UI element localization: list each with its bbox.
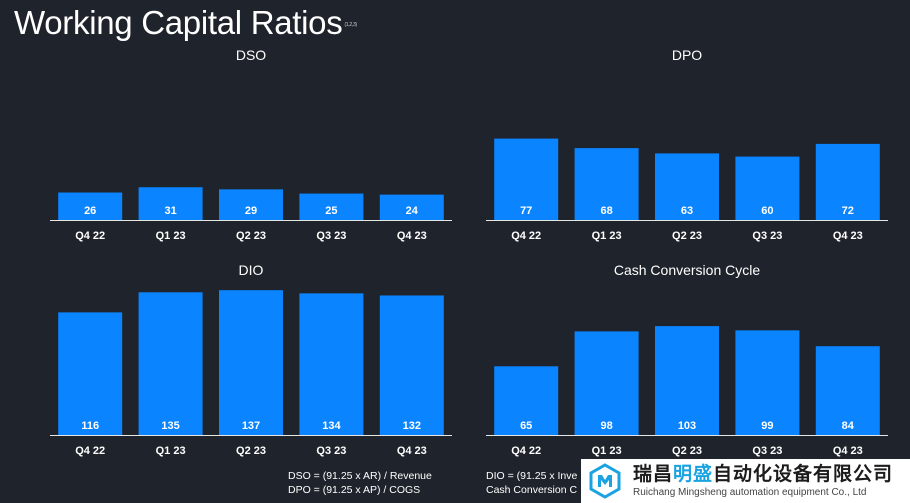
bar <box>138 187 203 220</box>
x-tick-label: Q4 22 <box>511 445 541 457</box>
x-tick-label: Q3 23 <box>316 230 346 242</box>
data-label: 68 <box>600 205 612 217</box>
data-label: 99 <box>761 420 773 432</box>
chart-svg: DSO 26 Q4 22 31 Q1 23 29 Q2 23 25 Q3 23 24 Q4 23 <box>50 47 452 242</box>
chart-title: Cash Conversion Cycle <box>614 262 760 278</box>
chart-title: DSO <box>236 47 266 63</box>
x-tick-label: Q1 23 <box>592 230 622 242</box>
data-label: 135 <box>161 420 179 432</box>
data-label: 63 <box>681 205 693 217</box>
data-label: 25 <box>325 205 337 217</box>
data-label: 84 <box>842 420 855 432</box>
data-label: 24 <box>406 205 419 217</box>
x-tick-label: Q1 23 <box>592 445 622 457</box>
x-tick-label: Q4 22 <box>75 445 105 457</box>
watermark-company-name: 瑞昌明盛自动化设备有限公司 <box>633 463 894 485</box>
data-label: 98 <box>600 420 612 432</box>
x-tick-label: Q4 23 <box>833 230 863 242</box>
x-tick-label: Q4 22 <box>75 230 105 242</box>
data-label: 77 <box>520 205 532 217</box>
bar <box>299 293 364 435</box>
x-tick-label: Q2 23 <box>236 445 266 457</box>
data-label: 103 <box>678 420 696 432</box>
x-tick-label: Q4 23 <box>397 230 427 242</box>
cash-conversion-cycle-chart: Cash Conversion Cycle 65 Q4 22 98 Q1 23 103 Q2… <box>478 257 910 457</box>
data-label: 60 <box>761 205 773 217</box>
bar <box>815 143 880 220</box>
data-label: 72 <box>842 205 854 217</box>
bar <box>494 366 559 435</box>
bar <box>574 331 639 435</box>
bar <box>494 138 559 220</box>
footnote-left: DSO = (91.25 x AR) / Revenue DPO = (91.2… <box>288 469 432 497</box>
footnote-dpo-formula: DPO = (91.25 x AP) / COGS <box>288 484 421 496</box>
data-label: 134 <box>322 420 341 432</box>
chart-svg: DPO 77 Q4 22 68 Q1 23 63 Q2 23 60 Q3 23 72 Q4 23 <box>486 47 888 242</box>
x-tick-label: Q3 23 <box>752 230 782 242</box>
bar <box>655 153 719 220</box>
bar <box>58 312 123 435</box>
dso-chart: DSO 26 Q4 22 31 Q1 23 29 Q2 23 25 Q3 23 24 Q4 23 <box>42 42 482 242</box>
bar <box>219 189 283 220</box>
chart-svg: Cash Conversion Cycle 65 Q4 22 98 Q1 23 103 Q2… <box>486 262 888 457</box>
bar <box>655 326 719 435</box>
x-tick-label: Q3 23 <box>316 445 346 457</box>
data-label: 65 <box>520 420 532 432</box>
x-tick-label: Q2 23 <box>672 445 702 457</box>
footnote-dio-formula: DIO = (91.25 x Inve <box>486 470 578 482</box>
bar <box>379 194 444 220</box>
x-tick-label: Q3 23 <box>752 445 782 457</box>
data-label: 29 <box>245 205 257 217</box>
chart-title: DIO <box>239 262 264 278</box>
data-label: 26 <box>84 205 96 217</box>
dpo-chart: DPO 77 Q4 22 68 Q1 23 63 Q2 23 60 Q3 23 72 Q4 23 <box>478 42 910 242</box>
x-tick-label: Q2 23 <box>672 230 702 242</box>
bar <box>735 330 800 435</box>
footnote-ccc-formula: Cash Conversion C <box>486 484 578 496</box>
data-label: 132 <box>403 420 421 432</box>
bar <box>219 290 283 435</box>
bar <box>138 292 203 435</box>
data-label: 137 <box>242 420 260 432</box>
footnote-dso-formula: DSO = (91.25 x AR) / Revenue <box>288 470 432 482</box>
x-tick-label: Q4 22 <box>511 230 541 242</box>
title-footnote-ref: (1,2,3) <box>344 22 357 28</box>
chart-svg: DIO 116 Q4 22 135 Q1 23 137 Q2 23 134 Q3 23 132 Q4… <box>50 262 452 457</box>
bar <box>735 156 800 220</box>
x-tick-label: Q1 23 <box>156 445 186 457</box>
x-tick-label: Q4 23 <box>397 445 427 457</box>
bar <box>299 193 364 220</box>
x-tick-label: Q4 23 <box>833 445 863 457</box>
page-title: Working Capital Ratios (1,2,3) <box>14 4 357 41</box>
data-label: 116 <box>81 420 99 432</box>
bar <box>574 148 639 220</box>
bar <box>815 346 880 435</box>
bar <box>379 295 444 435</box>
footnote-right: DIO = (91.25 x Inve Cash Conversion C <box>486 469 577 497</box>
x-tick-label: Q1 23 <box>156 230 186 242</box>
chart-title: DPO <box>672 47 702 63</box>
x-tick-label: Q2 23 <box>236 230 266 242</box>
bar <box>58 192 123 220</box>
dio-chart: DIO 116 Q4 22 135 Q1 23 137 Q2 23 134 Q3 23 132 Q4… <box>42 257 482 457</box>
data-label: 31 <box>164 205 176 217</box>
watermark-banner: 瑞昌明盛自动化设备有限公司 Ruichang Mingsheng automat… <box>581 459 910 503</box>
watermark-company-name-en: Ruichang Mingsheng automation equipment … <box>633 486 867 498</box>
hexagon-logo-icon <box>589 463 621 499</box>
